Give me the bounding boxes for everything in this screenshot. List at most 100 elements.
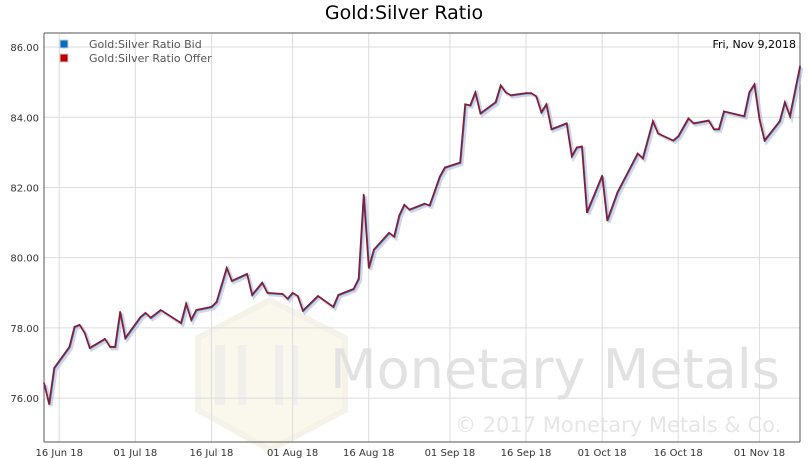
data-point <box>246 273 248 275</box>
data-point <box>677 135 680 138</box>
data-point <box>423 202 426 205</box>
data-point <box>545 103 548 106</box>
data-point <box>525 92 527 94</box>
data-point <box>758 118 761 121</box>
y-tick-label: 82.00 <box>10 183 39 194</box>
data-point <box>332 306 335 308</box>
data-point <box>723 110 725 113</box>
data-point <box>479 112 482 115</box>
data-point <box>743 115 745 118</box>
x-tick-label: 01 Aug 18 <box>267 448 318 458</box>
x-tick-label: 16 Oct 18 <box>654 448 703 458</box>
data-point <box>504 91 507 94</box>
data-point <box>398 214 400 217</box>
data-point <box>144 312 147 314</box>
data-point <box>190 319 192 321</box>
data-point <box>636 152 639 155</box>
watermark-brand: Monetary Metals <box>330 338 780 401</box>
chart-title: Gold:Silver Ratio <box>324 2 484 24</box>
x-tick-label: 01 Oct 18 <box>578 448 627 458</box>
data-point <box>403 203 406 206</box>
data-point <box>707 119 710 122</box>
data-point <box>748 91 751 94</box>
data-point <box>393 235 395 238</box>
y-tick-label: 80.00 <box>10 254 39 265</box>
data-point <box>438 175 441 178</box>
legend-swatch <box>59 39 69 49</box>
data-point <box>337 294 340 296</box>
y-tick-label: 84.00 <box>10 113 39 124</box>
data-point <box>474 91 477 94</box>
data-point <box>230 280 233 282</box>
data-point <box>159 309 162 311</box>
data-point <box>606 219 608 222</box>
data-point <box>616 191 619 194</box>
data-point <box>119 310 121 313</box>
legend-swatch <box>59 53 69 63</box>
data-point <box>286 297 289 300</box>
data-point <box>540 111 543 114</box>
y-tick-label: 76.00 <box>10 394 39 405</box>
data-point <box>388 231 390 234</box>
data-point <box>763 139 766 142</box>
legend-label: Gold:Silver Ratio Bid <box>89 38 202 51</box>
data-point <box>185 302 187 305</box>
data-point <box>180 322 182 324</box>
data-point <box>530 92 532 94</box>
data-point <box>778 120 781 122</box>
data-point <box>783 101 786 103</box>
data-point <box>550 128 553 130</box>
data-point <box>317 295 319 297</box>
data-point <box>712 128 715 130</box>
x-tick-label: 01 Nov 18 <box>734 448 785 458</box>
data-point <box>494 101 497 103</box>
data-point <box>291 291 294 294</box>
data-point <box>266 291 269 294</box>
x-tick-label: 16 Aug 18 <box>343 448 394 458</box>
data-point <box>225 267 228 269</box>
watermark-logo-icon <box>195 296 348 454</box>
data-point <box>672 139 674 142</box>
data-point <box>88 347 91 349</box>
date-label: Fri, Nov 9,2018 <box>712 38 796 51</box>
data-point <box>586 211 588 214</box>
data-point <box>109 346 111 348</box>
x-tick-label: 16 Jun 18 <box>36 448 83 458</box>
data-point <box>352 288 355 290</box>
data-point <box>581 145 583 148</box>
data-point <box>357 277 360 280</box>
data-point <box>499 84 502 87</box>
data-point <box>459 161 461 164</box>
data-point <box>367 267 370 269</box>
legend-label: Gold:Silver Ratio Offer <box>89 52 212 65</box>
data-point <box>83 332 86 334</box>
watermark-copyright: © 2017 Monetary Metals & Co. <box>455 413 781 437</box>
x-tick-label: 16 Sep 18 <box>501 448 552 458</box>
data-point <box>53 367 55 369</box>
data-point <box>215 301 218 303</box>
data-point <box>428 204 431 207</box>
data-point <box>799 65 801 67</box>
data-point <box>535 95 537 97</box>
data-point <box>48 403 50 405</box>
data-point <box>601 174 603 177</box>
data-point <box>149 316 152 319</box>
data-point <box>139 316 142 318</box>
data-point <box>687 117 690 120</box>
data-point <box>469 104 472 107</box>
data-point <box>78 323 81 326</box>
x-tick-label: 01 Jul 18 <box>113 448 157 458</box>
data-point <box>195 309 198 311</box>
x-tick-label: 16 Jul 18 <box>189 448 233 458</box>
x-tick-label: 01 Sep 18 <box>425 448 476 458</box>
data-point <box>509 94 512 96</box>
data-point <box>296 295 299 297</box>
data-point <box>575 146 578 149</box>
data-point <box>652 120 654 122</box>
data-point <box>261 281 263 284</box>
data-point <box>43 382 45 384</box>
data-point <box>641 157 644 160</box>
data-point <box>692 122 695 125</box>
data-point <box>104 337 106 340</box>
